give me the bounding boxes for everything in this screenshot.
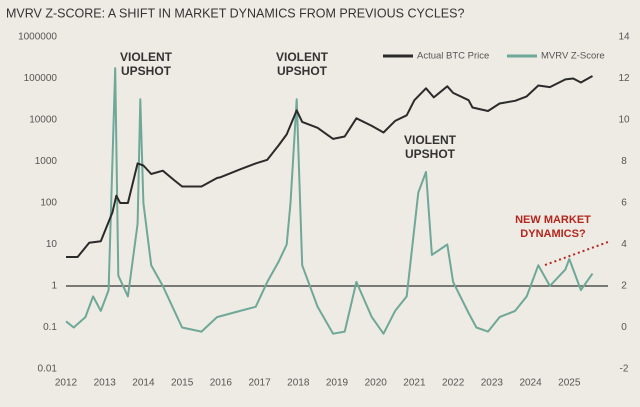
series-line xyxy=(66,75,593,258)
x-tick-label: 2021 xyxy=(403,378,426,389)
x-tick-label: 2019 xyxy=(326,378,349,389)
series-line xyxy=(65,67,594,335)
y-tick-label: 1 xyxy=(51,281,57,292)
y2-tick-label: 14 xyxy=(618,32,630,43)
annotation: VIOLENT xyxy=(404,133,457,147)
y2-tick-label: 12 xyxy=(618,73,630,84)
x-tick-label: 2016 xyxy=(210,378,233,389)
y2-tick-label: 6 xyxy=(621,198,627,209)
annotation: DYNAMICS? xyxy=(520,228,586,240)
annotation: VIOLENT xyxy=(276,50,329,64)
x-tick-label: 2017 xyxy=(248,378,271,389)
y-tick-label: 100000 xyxy=(24,73,58,84)
y-tick-label: 10 xyxy=(46,239,58,250)
trend-line xyxy=(544,241,609,266)
x-tick-label: 2023 xyxy=(481,378,504,389)
x-tick-label: 2013 xyxy=(94,378,117,389)
x-tick-label: 2012 xyxy=(55,378,78,389)
y2-tick-label: 2 xyxy=(621,281,627,292)
y-tick-label: 10000 xyxy=(29,115,57,126)
chart-title: MVRV Z-SCORE: A SHIFT IN MARKET DYNAMICS… xyxy=(6,6,464,20)
annotation: UPSHOT xyxy=(405,147,456,161)
x-tick-label: 2014 xyxy=(132,378,155,389)
annotation: UPSHOT xyxy=(121,64,172,78)
legend-label: MVRV Z-Score xyxy=(541,51,605,62)
x-tick-label: 2018 xyxy=(287,378,310,389)
x-tick-label: 2015 xyxy=(171,378,194,389)
y-tick-label: 0.1 xyxy=(43,322,57,333)
annotation: VIOLENT xyxy=(120,50,173,64)
x-tick-label: 2022 xyxy=(442,378,465,389)
legend-label: Actual BTC Price xyxy=(417,51,489,62)
y-tick-label: 0.01 xyxy=(38,364,58,375)
y-tick-label: 1000000 xyxy=(18,32,57,43)
y2-tick-label: -2 xyxy=(620,364,629,375)
y-tick-label: 100 xyxy=(40,198,57,209)
annotation: UPSHOT xyxy=(277,64,328,78)
y2-tick-label: 10 xyxy=(618,115,630,126)
y2-tick-label: 0 xyxy=(621,322,627,333)
x-tick-label: 2025 xyxy=(558,378,581,389)
annotation: NEW MARKET xyxy=(515,214,591,226)
x-tick-label: 2024 xyxy=(519,378,542,389)
x-tick-label: 2020 xyxy=(365,378,388,389)
y2-tick-label: 4 xyxy=(621,239,627,250)
y2-tick-label: 8 xyxy=(621,156,627,167)
y-tick-label: 1000 xyxy=(35,156,58,167)
